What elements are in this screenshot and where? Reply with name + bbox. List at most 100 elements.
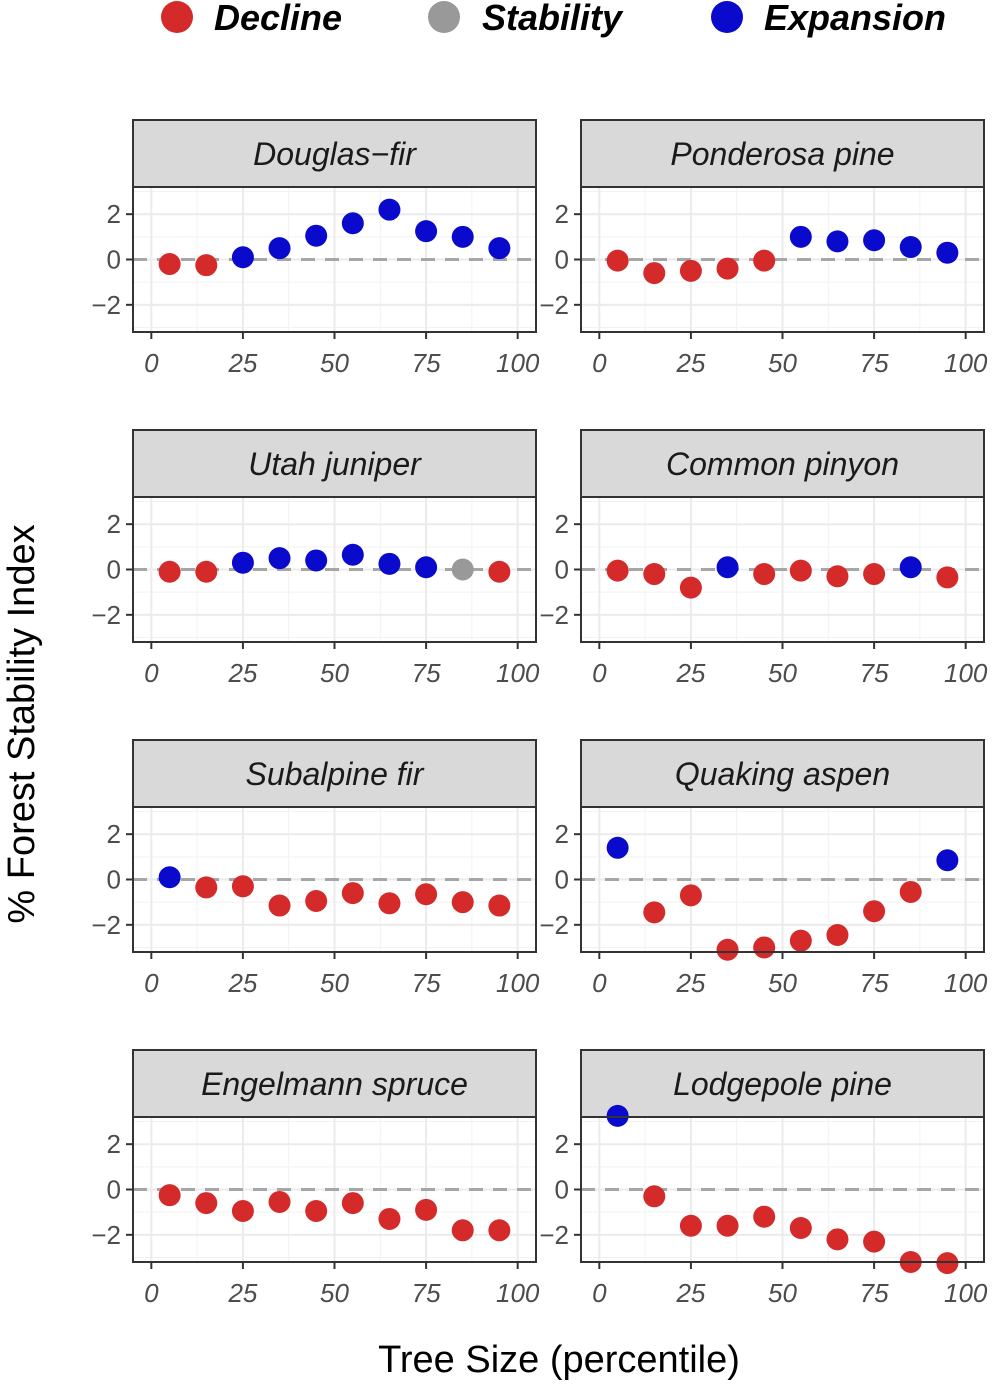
data-point-expansion [936, 241, 959, 264]
data-point-expansion [378, 552, 401, 575]
facet-title: Utah juniper [248, 446, 422, 482]
y-tick-label: −2 [91, 1220, 121, 1250]
data-point-stability [451, 558, 474, 581]
y-tick-label: 0 [555, 1175, 569, 1205]
x-tick-label: 75 [412, 968, 441, 998]
data-point-decline [378, 892, 401, 915]
data-point-decline [679, 884, 702, 907]
x-tick-label: 25 [227, 1278, 257, 1308]
y-tick-label: 2 [555, 819, 569, 849]
x-tick-label: 50 [768, 968, 797, 998]
x-tick-label: 100 [496, 968, 540, 998]
x-tick-label: 100 [944, 1278, 988, 1308]
data-point-decline [716, 1214, 739, 1237]
legend-key-expansion [711, 1, 743, 33]
y-tick-label: 0 [107, 245, 121, 275]
panel-engelmann-spruce: Engelmann spruce −2 0 2 0 25 50 75 100 [91, 1049, 540, 1308]
data-point-expansion [606, 836, 629, 859]
x-tick-label: 50 [320, 968, 349, 998]
x-tick-label: 50 [768, 1278, 797, 1308]
data-point-decline [488, 1219, 511, 1242]
panel-utah-juniper: Utah juniper −2 0 2 0 25 50 75 100 [91, 429, 540, 688]
x-tick-label: 100 [944, 658, 988, 688]
x-tick-label: 100 [496, 658, 540, 688]
x-tick-label: 0 [144, 348, 159, 378]
y-tick-label: −2 [539, 290, 569, 320]
y-tick-label: 0 [555, 865, 569, 895]
data-point-decline [753, 249, 776, 272]
x-tick-label: 75 [860, 658, 889, 688]
x-axis-title: Tree Size (percentile) [378, 1339, 740, 1381]
y-axis-title: % Forest Stability Index [1, 524, 43, 923]
y-tick-label: 0 [555, 555, 569, 585]
x-tick-label: 0 [592, 1278, 607, 1308]
data-point-decline [341, 882, 364, 905]
data-point-decline [268, 894, 291, 917]
x-tick-label: 0 [592, 348, 607, 378]
data-point-decline [268, 1190, 291, 1213]
facet-title: Ponderosa pine [670, 136, 894, 172]
data-point-expansion [716, 556, 739, 579]
data-point-expansion [305, 549, 328, 572]
data-point-expansion [341, 212, 364, 235]
data-point-decline [415, 883, 438, 906]
data-point-decline [753, 563, 776, 586]
y-tick-label: −2 [539, 1220, 569, 1250]
data-point-decline [643, 563, 666, 586]
data-point-decline [899, 880, 922, 903]
legend-label-decline: Decline [214, 0, 342, 38]
data-point-decline [195, 1192, 218, 1215]
x-tick-label: 50 [768, 348, 797, 378]
x-tick-label: 100 [496, 1278, 540, 1308]
data-point-decline [488, 560, 511, 583]
panel-ponderosa-pine: Ponderosa pine −2 0 2 0 25 50 75 100 [539, 119, 988, 378]
x-tick-label: 100 [944, 968, 988, 998]
data-point-decline [679, 576, 702, 599]
data-point-decline [789, 929, 812, 952]
data-point-expansion [415, 220, 438, 243]
data-point-expansion [899, 236, 922, 259]
x-tick-label: 50 [320, 658, 349, 688]
x-tick-label: 25 [227, 348, 257, 378]
data-point-decline [936, 566, 959, 589]
x-tick-label: 0 [592, 658, 607, 688]
facet-strip [132, 739, 537, 808]
y-tick-label: 0 [107, 555, 121, 585]
x-tick-label: 0 [592, 968, 607, 998]
x-tick-label: 75 [860, 348, 889, 378]
data-point-decline [753, 1205, 776, 1228]
data-point-decline [195, 876, 218, 899]
legend-label-expansion: Expansion [764, 0, 946, 38]
legend-key-decline [161, 1, 193, 33]
y-tick-label: 2 [107, 819, 121, 849]
x-tick-label: 75 [412, 348, 441, 378]
data-point-expansion [378, 198, 401, 221]
y-tick-label: 2 [555, 1129, 569, 1159]
x-tick-label: 25 [675, 968, 705, 998]
y-tick-label: −2 [91, 600, 121, 630]
y-tick-label: 2 [555, 199, 569, 229]
facet-title: Engelmann spruce [201, 1066, 468, 1102]
y-tick-label: −2 [91, 910, 121, 940]
panel-subalpine-fir: Subalpine fir −2 0 2 0 25 50 75 100 [91, 739, 540, 998]
data-point-decline [606, 559, 629, 582]
data-point-decline [606, 249, 629, 272]
legend-label-stability: Stability [482, 0, 624, 38]
y-tick-label: 2 [107, 1129, 121, 1159]
facet-strip [580, 119, 985, 188]
data-point-decline [716, 938, 739, 961]
data-point-decline [451, 891, 474, 914]
data-point-decline [305, 1200, 328, 1223]
legend-key-stability [428, 1, 460, 33]
y-tick-label: 2 [107, 509, 121, 539]
facet-title: Common pinyon [666, 446, 899, 482]
x-tick-label: 25 [675, 658, 705, 688]
x-tick-label: 50 [768, 658, 797, 688]
x-tick-label: 0 [144, 968, 159, 998]
data-point-decline [158, 253, 181, 276]
data-point-expansion [936, 849, 959, 872]
x-tick-label: 100 [496, 348, 540, 378]
data-point-decline [679, 1214, 702, 1237]
data-point-decline [451, 1219, 474, 1242]
data-point-decline [195, 560, 218, 583]
